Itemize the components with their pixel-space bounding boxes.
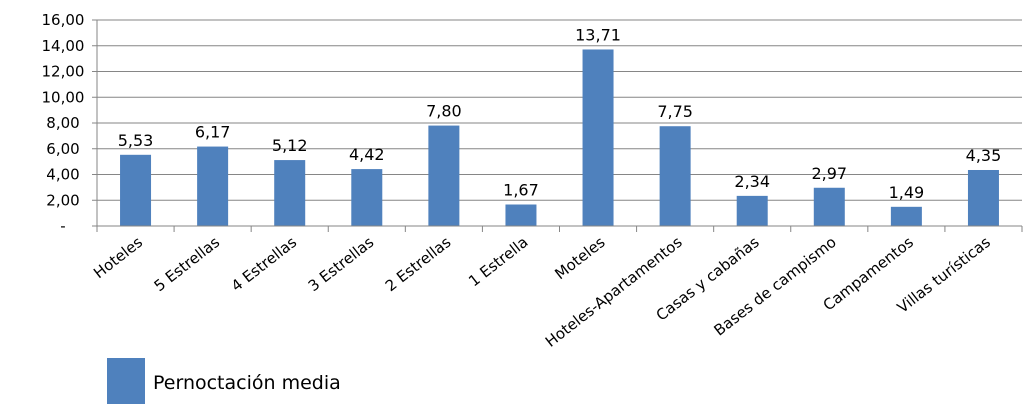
data-label: 7,75 — [657, 102, 693, 121]
y-tick-label: 14,00 — [42, 37, 85, 55]
legend-label: Pernoctación media — [153, 372, 341, 394]
x-tick-label: 3 Estrellas — [305, 233, 378, 295]
y-tick-label: - — [60, 217, 65, 235]
data-label: 2,34 — [734, 172, 770, 191]
x-tick-label: 1 Estrella — [465, 233, 531, 290]
bar — [274, 160, 306, 226]
bar — [967, 169, 999, 226]
data-labels: 5,53 6,17 5,12 4,42 7,80 1,67 13,71 7,75 2,34 2,9… — [118, 25, 1002, 201]
y-axis: - 2,00 4,00 6,00 8,00 10,00 12,00 14,00 16,00 — [42, 11, 98, 235]
x-tick-label: Hoteles-Apartamentos — [542, 233, 686, 351]
y-tick-label: 16,00 — [42, 11, 85, 29]
bar — [736, 195, 768, 226]
bar — [505, 204, 537, 226]
data-label: 1,49 — [889, 183, 925, 202]
bar — [351, 169, 383, 226]
data-label: 4,35 — [966, 146, 1002, 165]
x-tick-label: Hoteles — [90, 233, 146, 282]
x-tick-label: 4 Estrellas — [228, 233, 301, 295]
data-label: 7,80 — [426, 102, 462, 121]
data-label: 13,71 — [575, 25, 621, 44]
x-tick-label: Moteles — [551, 233, 608, 283]
legend: Pernoctación media — [107, 358, 341, 404]
bar — [197, 146, 229, 226]
bar — [120, 154, 152, 226]
data-label: 1,67 — [503, 180, 539, 199]
bar — [813, 187, 845, 226]
y-tick-label: 4,00 — [46, 166, 79, 184]
y-tick-label: 6,00 — [46, 140, 79, 158]
gridlines — [97, 19, 1022, 201]
data-label: 6,17 — [195, 123, 231, 142]
bar — [582, 49, 614, 226]
y-tick-label: 10,00 — [42, 88, 85, 106]
y-tick-label: 8,00 — [46, 114, 79, 132]
x-axis: Hoteles 5 Estrellas 4 Estrellas 3 Estrellas… — [90, 225, 1023, 351]
data-label: 2,97 — [811, 164, 847, 183]
y-tick-label: 2,00 — [46, 191, 79, 209]
bar — [890, 206, 922, 226]
legend-swatch — [107, 358, 145, 404]
data-label: 4,42 — [349, 145, 385, 164]
x-tick-label: 2 Estrellas — [382, 233, 455, 295]
bar — [428, 125, 460, 226]
data-label: 5,53 — [118, 131, 154, 150]
y-tick-label: 12,00 — [42, 63, 85, 81]
bar — [659, 126, 691, 226]
data-label: 5,12 — [272, 136, 308, 155]
x-tick-label: 5 Estrellas — [151, 233, 224, 295]
bar-series — [120, 49, 999, 226]
